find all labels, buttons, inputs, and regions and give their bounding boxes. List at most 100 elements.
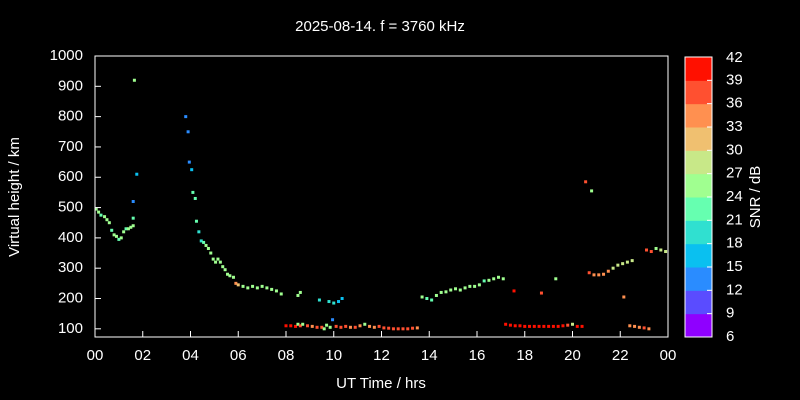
point xyxy=(518,324,522,328)
point xyxy=(492,277,496,281)
colorbar-tick-label: 30 xyxy=(726,141,743,158)
point xyxy=(654,246,658,250)
point xyxy=(539,291,543,295)
point xyxy=(332,301,336,305)
point xyxy=(340,297,344,301)
colorbar-band xyxy=(685,243,712,268)
point xyxy=(580,324,584,328)
point xyxy=(320,325,324,329)
point xyxy=(296,322,300,326)
point xyxy=(223,268,227,272)
point xyxy=(298,290,302,294)
point xyxy=(218,260,222,264)
point xyxy=(382,326,386,330)
point xyxy=(131,224,135,228)
colorbar-band xyxy=(685,173,712,198)
point xyxy=(551,324,555,328)
point xyxy=(112,233,116,237)
point xyxy=(209,251,213,255)
point xyxy=(270,287,274,291)
point xyxy=(621,262,625,266)
point xyxy=(647,327,651,331)
point xyxy=(592,273,596,277)
point xyxy=(339,325,343,329)
colorbar-tick-label: 36 xyxy=(726,95,743,112)
point xyxy=(611,266,615,270)
y-tick-label: 400 xyxy=(58,229,83,246)
point xyxy=(122,230,126,234)
colorbar-tick-label: 6 xyxy=(726,328,734,345)
colorbar-tick-label: 12 xyxy=(726,281,743,298)
point xyxy=(542,324,546,328)
y-axis-label: Virtual height / km xyxy=(6,137,23,257)
colorbar-tick-label: 24 xyxy=(726,188,743,205)
colorbar-tick-label: 21 xyxy=(726,211,743,228)
point xyxy=(458,288,462,292)
colorbar-tick-label: 39 xyxy=(726,71,743,88)
point xyxy=(348,325,352,329)
point xyxy=(637,325,641,329)
point xyxy=(566,323,570,327)
point xyxy=(117,237,121,241)
x-tick-label: 04 xyxy=(182,347,199,364)
point xyxy=(310,324,314,328)
x-tick-label: 18 xyxy=(516,347,533,364)
x-tick-label: 06 xyxy=(230,347,247,364)
y-tick-label: 700 xyxy=(58,138,83,155)
point xyxy=(328,325,332,329)
point xyxy=(132,78,136,82)
point xyxy=(377,324,381,328)
point xyxy=(241,284,245,288)
point xyxy=(206,246,210,250)
point xyxy=(463,286,467,290)
colorbar-tick-label: 15 xyxy=(726,258,743,275)
colorbar-tick-label: 27 xyxy=(726,165,743,182)
point xyxy=(630,259,634,263)
point xyxy=(512,289,516,293)
point xyxy=(234,281,238,285)
point xyxy=(325,323,329,327)
point xyxy=(231,275,235,279)
point xyxy=(415,326,419,330)
point xyxy=(411,326,415,330)
y-tick-label: 300 xyxy=(58,259,83,276)
point xyxy=(584,180,588,184)
point xyxy=(664,250,668,254)
point xyxy=(504,322,508,326)
point xyxy=(420,295,424,299)
point xyxy=(94,207,98,211)
point xyxy=(265,286,269,290)
point xyxy=(110,228,114,232)
x-tick-label: 00 xyxy=(660,347,677,364)
point xyxy=(547,324,551,328)
point xyxy=(590,189,594,193)
point xyxy=(129,225,133,229)
point xyxy=(301,322,305,326)
point xyxy=(226,272,230,276)
x-tick-label: 14 xyxy=(421,347,438,364)
colorbar-band xyxy=(685,103,712,128)
x-tick-label: 02 xyxy=(134,347,151,364)
point xyxy=(645,248,649,252)
point xyxy=(135,172,139,176)
point xyxy=(633,324,637,328)
point xyxy=(289,324,293,328)
point xyxy=(284,324,288,328)
point xyxy=(334,324,338,328)
point xyxy=(434,293,438,297)
point xyxy=(124,227,128,231)
point xyxy=(396,327,400,331)
point xyxy=(468,284,472,288)
point xyxy=(387,326,391,330)
point xyxy=(193,196,197,200)
point xyxy=(191,190,195,194)
point xyxy=(327,300,331,304)
point xyxy=(430,298,434,302)
point xyxy=(372,325,376,329)
point xyxy=(508,323,512,327)
point xyxy=(331,318,335,322)
y-tick-label: 500 xyxy=(58,199,83,216)
point xyxy=(202,240,206,244)
